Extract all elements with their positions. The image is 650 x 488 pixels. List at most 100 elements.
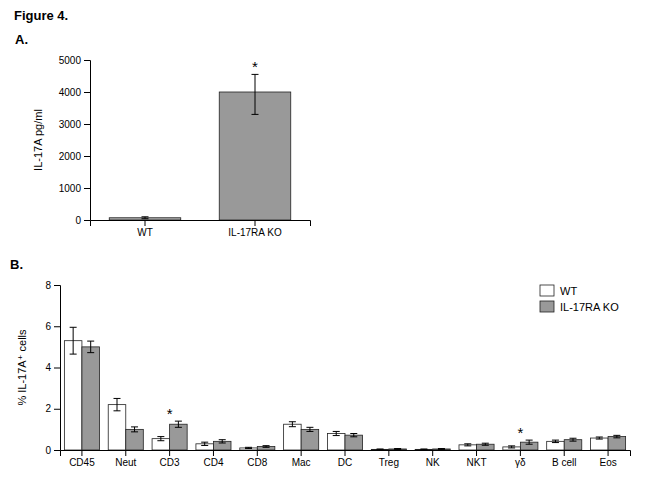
y-tick-label: 0 [45, 445, 51, 456]
x-tick-label: Mac [292, 457, 311, 468]
y-axis: 02468 [45, 280, 60, 456]
x-tick-mark [432, 450, 433, 456]
x-tick: Neut [115, 450, 136, 468]
x-tick-mark [520, 450, 521, 456]
x-tick-label: IL-17RA KO [228, 227, 282, 238]
y-tick: 2 [45, 403, 60, 414]
bar [126, 429, 144, 450]
y-tick-label: 3000 [59, 119, 82, 130]
error-bar [289, 422, 296, 427]
bar [170, 424, 188, 450]
x-tick-mark [564, 450, 565, 456]
y-tick-mark [84, 156, 90, 157]
error-bar [570, 438, 577, 441]
error-bar [508, 446, 515, 448]
y-tick: 4 [45, 362, 60, 373]
x-axis-line [91, 221, 311, 227]
y-tick-mark [84, 124, 90, 125]
x-tick: CD8 [247, 450, 267, 468]
error-bar [464, 444, 471, 446]
x-tick: NKT [467, 450, 487, 468]
y-axis-line [84, 61, 91, 221]
y-tick-label: 4000 [59, 87, 82, 98]
error-bar [131, 427, 138, 432]
bar [240, 448, 258, 450]
x-tick-label: γδ [515, 457, 526, 468]
annotation: * [252, 58, 258, 75]
x-tick: γδ [515, 450, 526, 468]
bar [415, 449, 433, 450]
y-tick: 2000 [59, 151, 90, 162]
y-tick-label: 1000 [59, 183, 82, 194]
y-tick-mark [84, 220, 90, 221]
x-tick-mark [345, 450, 346, 456]
error-bar [350, 434, 357, 437]
legend-item: IL-17RA KO [540, 301, 619, 313]
x-tick-label: Neut [115, 457, 136, 468]
x-tick-label: NKT [467, 457, 487, 468]
bar [389, 449, 407, 450]
error-bar [219, 440, 226, 443]
x-tick-label: WT [137, 227, 153, 238]
x-tick-mark [388, 450, 389, 456]
bar [345, 435, 363, 450]
error-bar [70, 327, 77, 354]
legend-swatch [540, 301, 554, 312]
x-tick: CD45 [69, 450, 95, 468]
x-tick-label: CD4 [203, 457, 223, 468]
error-bar [377, 448, 384, 450]
bar [371, 449, 389, 450]
error-bar [114, 398, 121, 410]
y-axis-title: % IL-17A⁺ cells [16, 329, 28, 406]
x-tick: Mac [292, 450, 311, 468]
y-tick: 0 [75, 215, 90, 226]
y-tick-mark [54, 450, 60, 451]
bar [608, 437, 626, 450]
error-bar [142, 217, 149, 219]
x-tick-mark [125, 450, 126, 456]
x-tick: CD3 [160, 450, 180, 468]
y-tick-label: 0 [75, 215, 81, 226]
error-bar [87, 341, 94, 353]
legend-swatch [540, 285, 554, 296]
y-tick-label: 5000 [59, 55, 82, 66]
x-tick-mark [608, 450, 609, 456]
panel: 0 1000 2000 3000 4000 5000 WT IL-17RA KO IL-17A … [15, 32, 311, 238]
error-bar [482, 443, 489, 445]
error-bar [596, 437, 603, 439]
bar [301, 429, 319, 450]
x-tick: IL-17RA KO [228, 220, 282, 238]
x-tick-mark [213, 450, 214, 456]
error-bar [157, 437, 164, 441]
y-tick-label: 2 [45, 403, 51, 414]
x-tick-label: Treg [379, 457, 399, 468]
x-tick: CD4 [203, 450, 223, 468]
panel: 02468CD45NeutCD3CD4CD8MacDCTregNKNKTγδB … [10, 257, 631, 468]
bar [284, 424, 302, 450]
error-bar [245, 447, 252, 448]
y-tick-label: 4 [45, 362, 51, 373]
y-tick-mark [84, 60, 90, 61]
x-tick-label: CD8 [247, 457, 267, 468]
y-tick-mark [84, 92, 90, 93]
x-tick: NK [426, 450, 440, 468]
bar [64, 341, 82, 450]
error-bar [306, 427, 313, 431]
error-bar [394, 448, 401, 450]
y-axis-title: IL-17A pg/ml [32, 109, 44, 171]
bar [591, 438, 609, 450]
error-bar [526, 440, 533, 444]
x-tick-mark [145, 220, 146, 226]
x-tick: B cell [552, 450, 576, 468]
x-tick: WT [137, 220, 153, 238]
figure: Figure 4.010002000300040005000WTIL-17RA … [0, 0, 650, 488]
x-axis: WT IL-17RA KO [91, 220, 311, 238]
y-tick-mark [84, 188, 90, 189]
x-tick-label: NK [426, 457, 440, 468]
x-tick-label: CD45 [69, 457, 95, 468]
bar [82, 347, 100, 450]
x-tick: DC [338, 450, 352, 468]
y-tick: 0 [45, 445, 60, 456]
legend: WTIL-17RA KO [540, 285, 619, 313]
y-tick: 8 [45, 280, 60, 291]
